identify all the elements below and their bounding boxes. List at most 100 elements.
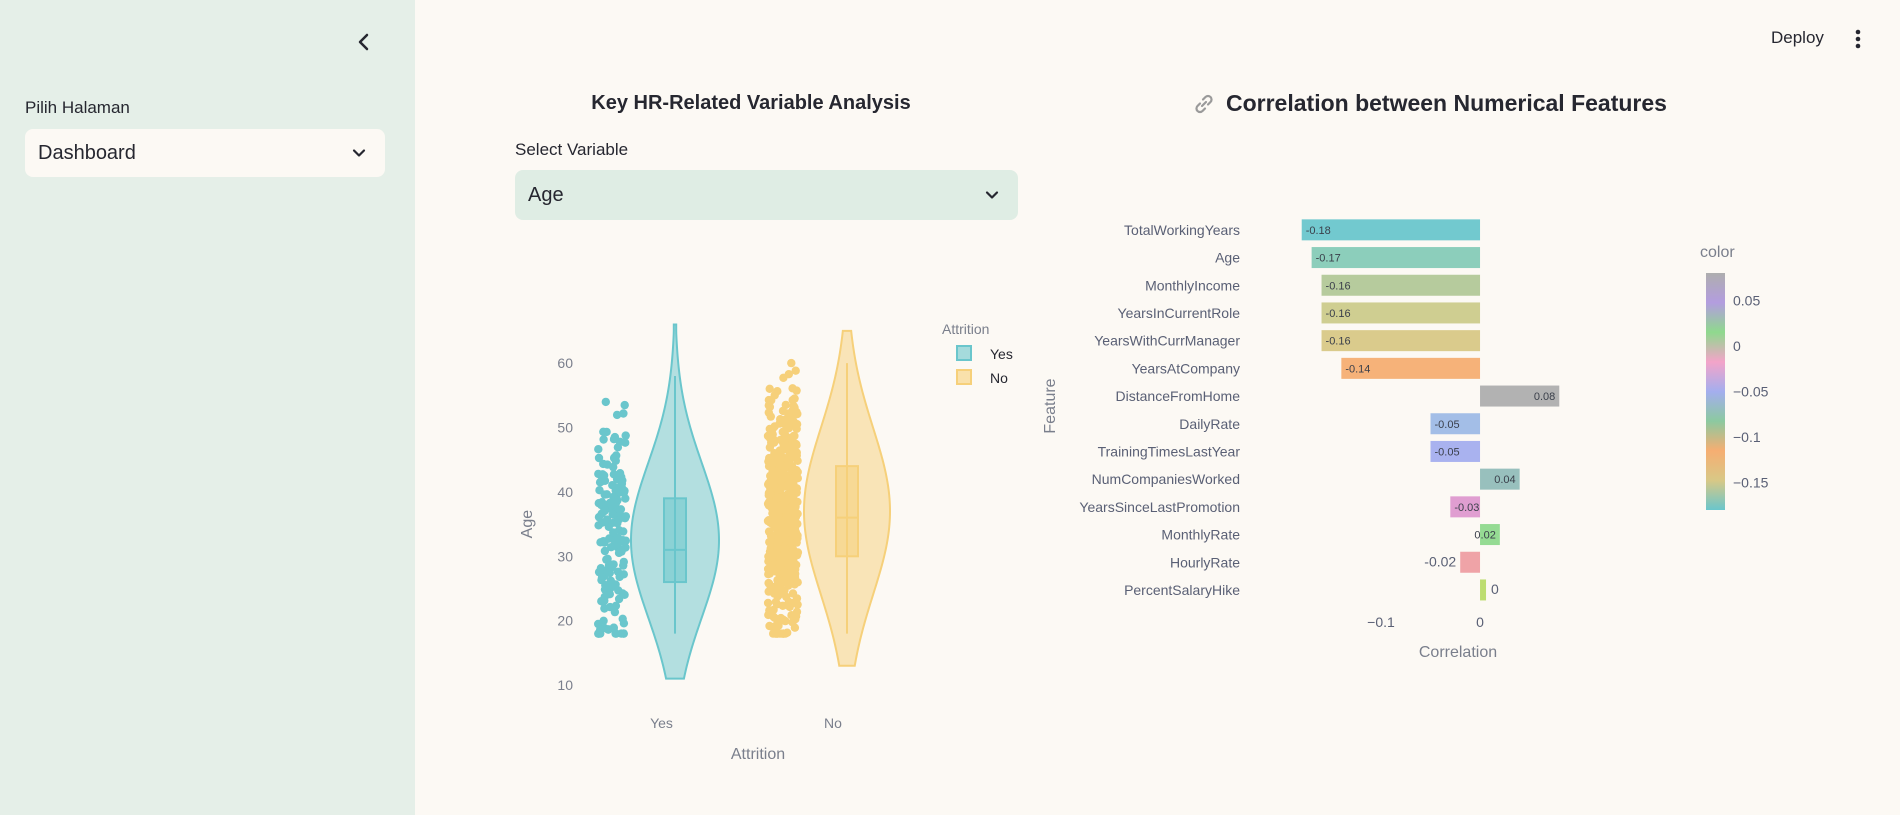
strip-point <box>789 507 798 516</box>
strip-point <box>617 472 626 482</box>
strip-point <box>780 497 790 507</box>
bar-value-label: -0.18 <box>1306 225 1331 237</box>
strip-point <box>602 427 611 437</box>
colorbar-tick-label: 0 <box>1733 338 1741 354</box>
strip-point <box>599 459 608 469</box>
strip-point <box>601 397 610 407</box>
bar-value-label: -0.05 <box>1435 419 1460 431</box>
strip-point <box>764 408 773 417</box>
strip-point <box>788 395 797 405</box>
y-tick-label: DistanceFromHome <box>1116 388 1241 404</box>
strip-point <box>611 629 620 638</box>
strip-point <box>765 497 774 507</box>
strip-points-yes <box>594 397 631 638</box>
correlation-bar-chart: TotalWorkingYears -0.18 Age -0.17 MonthlyInc… <box>1042 219 1769 661</box>
bar <box>1450 496 1481 518</box>
deploy-button[interactable]: Deploy <box>1771 28 1824 47</box>
strip-point <box>792 538 801 547</box>
y-tick-label: 30 <box>557 548 573 564</box>
strip-point <box>775 518 784 527</box>
strip-point <box>617 479 627 488</box>
strip-point <box>595 486 604 495</box>
strip-point <box>615 515 624 524</box>
strip-point <box>594 445 603 454</box>
y-tick-label: 60 <box>557 355 573 371</box>
y-tick-label: YearsAtCompany <box>1132 360 1240 376</box>
y-tick-label: MonthlyRate <box>1161 527 1240 543</box>
bar <box>1460 551 1481 573</box>
bar <box>1321 302 1481 324</box>
colorbar-tick-label: −0.15 <box>1733 475 1769 491</box>
bar <box>1480 579 1487 601</box>
y-axis-label: Age <box>519 510 536 539</box>
strip-point <box>781 420 790 430</box>
violin-section-title: Key HR-Related Variable Analysis <box>591 92 911 114</box>
box-no <box>835 465 859 558</box>
strip-point <box>764 491 773 500</box>
strip-point <box>594 521 603 530</box>
strip-point <box>784 370 793 379</box>
collapse-sidebar-icon[interactable] <box>352 30 376 54</box>
strip-point <box>781 616 790 626</box>
strip-point <box>615 508 624 517</box>
strip-point <box>594 629 603 638</box>
strip-point <box>763 598 773 608</box>
bar-value-label: -0.03 <box>1454 502 1479 514</box>
strip-point <box>772 567 781 576</box>
strip-point <box>779 468 788 477</box>
strip-point <box>778 427 787 437</box>
strip-point <box>788 618 797 627</box>
variable-select-value: Age <box>528 184 564 206</box>
strip-point <box>604 625 613 634</box>
x-tick-label: 0 <box>1476 614 1484 630</box>
strip-point <box>778 586 787 596</box>
y-axis-label: Feature <box>1042 378 1059 433</box>
strip-point <box>778 629 788 638</box>
legend-title: Attrition <box>942 321 989 337</box>
strip-point <box>789 545 798 554</box>
more-options-icon[interactable] <box>1851 28 1865 50</box>
strip-point <box>619 561 628 570</box>
bar <box>1480 385 1560 407</box>
strip-point <box>766 531 776 540</box>
strip-point <box>788 554 798 564</box>
strip-point <box>772 494 781 503</box>
strip-point <box>784 459 793 468</box>
strip-point <box>776 461 786 470</box>
strip-point <box>773 387 782 396</box>
strip-point <box>596 538 605 547</box>
page-select[interactable]: Dashboard <box>25 129 385 177</box>
strip-point <box>771 621 780 631</box>
colorbar <box>1706 273 1725 510</box>
bar-value-label: 0.02 <box>1474 530 1495 542</box>
y-tick-label: 40 <box>557 484 573 500</box>
strip-point <box>788 488 797 497</box>
strip-points-no <box>763 358 803 638</box>
strip-point <box>618 614 627 623</box>
strip-point <box>774 507 784 516</box>
bar-value-label: 0.08 <box>1534 391 1555 403</box>
strip-point <box>792 386 801 395</box>
x-tick-label: No <box>824 715 842 731</box>
strip-point <box>793 467 802 477</box>
y-tick-label: MonthlyIncome <box>1145 277 1240 293</box>
strip-point <box>618 536 628 545</box>
strip-point <box>773 629 782 638</box>
x-axis-label: Attrition <box>731 746 785 763</box>
strip-point <box>621 494 630 503</box>
strip-point <box>609 470 619 479</box>
strip-point <box>792 407 801 417</box>
bar-value-label: 0.04 <box>1494 474 1515 486</box>
strip-point <box>793 600 802 609</box>
bar <box>1321 274 1481 296</box>
y-tick-label: YearsWithCurrManager <box>1094 333 1240 349</box>
bar-value-label: -0.17 <box>1316 253 1341 265</box>
link-icon <box>1195 94 1213 113</box>
variable-select[interactable]: Age <box>515 170 1018 220</box>
bar <box>1311 247 1481 269</box>
strip-point <box>609 492 618 502</box>
strip-point <box>775 558 784 568</box>
box-yes <box>663 497 687 584</box>
bar <box>1480 524 1500 546</box>
bar-value-label: -0.16 <box>1326 336 1351 348</box>
